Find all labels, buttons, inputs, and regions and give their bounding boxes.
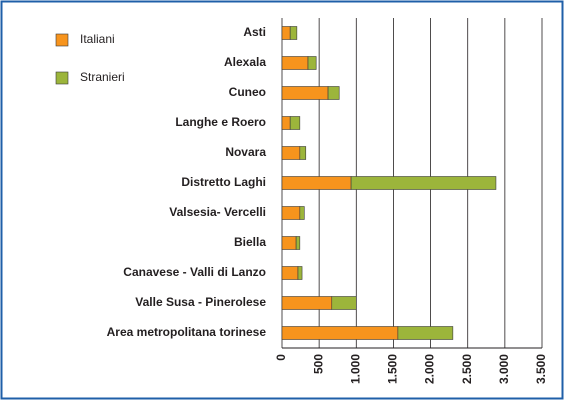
bar-segment	[281, 266, 299, 280]
bar-segment	[281, 86, 329, 100]
y-tick-label: Valle Susa - Pinerolese	[135, 295, 266, 309]
bar-segment	[299, 146, 307, 160]
bar-segment	[281, 26, 291, 40]
x-tick-label: 3.000	[497, 354, 511, 384]
bar-segment	[281, 206, 301, 220]
y-tick-label: Canavese - Valli di Lanzo	[123, 265, 266, 279]
x-tick-label: 1.000	[348, 354, 362, 384]
bar-segment	[281, 116, 291, 130]
y-tick-label: Asti	[243, 25, 266, 39]
bar-segment	[299, 206, 305, 220]
bar-segment	[327, 86, 340, 100]
x-tick-label: 0	[274, 354, 288, 361]
y-tick-label: Cuneo	[229, 85, 266, 99]
y-tick-label: Area metropolitana torinese	[107, 325, 267, 339]
y-tick-label: Novara	[225, 145, 266, 159]
y-tick-label: Valsesia- Vercelli	[169, 205, 266, 219]
bar-segment	[307, 56, 317, 70]
bar-segment	[281, 326, 399, 340]
bar-segment	[297, 266, 303, 280]
y-tick-label: Langhe e Roero	[175, 115, 266, 129]
bar-segment	[350, 176, 497, 190]
bar-segment	[281, 146, 301, 160]
legend-swatch	[55, 33, 69, 47]
bar-segment	[281, 56, 309, 70]
y-tick-label: Alexala	[224, 55, 266, 69]
legend-swatch	[55, 71, 69, 85]
x-tick-label: 1.500	[386, 354, 400, 384]
bar-segment	[281, 236, 297, 250]
bar-segment	[397, 326, 454, 340]
bar-segment	[289, 26, 298, 40]
y-tick-label: Biella	[234, 235, 266, 249]
x-tick-label: 3.500	[534, 354, 548, 384]
y-tick-label: Distretto Laghi	[181, 175, 266, 189]
x-tick-label: 2.500	[460, 354, 474, 384]
x-tick-label: 2.000	[423, 354, 437, 384]
x-tick-label: 500	[311, 354, 325, 374]
legend-label: Italiani	[80, 32, 115, 46]
legend-label: Stranieri	[80, 70, 125, 84]
bar-segment	[281, 296, 333, 310]
bar-segment	[295, 236, 301, 250]
bar-segment	[289, 116, 301, 130]
bar-segment	[331, 296, 357, 310]
bar-segment	[281, 176, 352, 190]
